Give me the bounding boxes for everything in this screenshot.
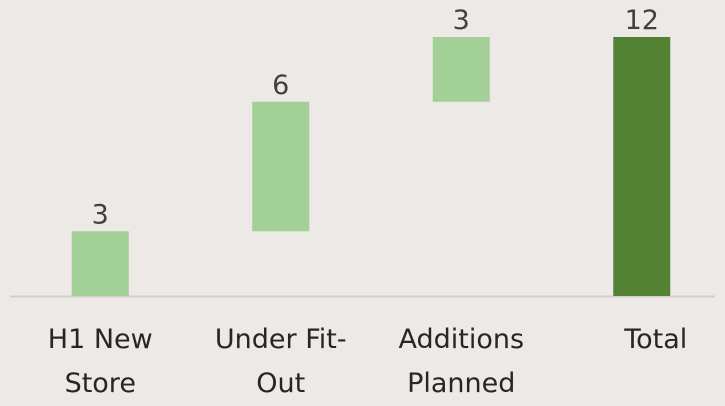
category-label: Additions Planned: [398, 324, 525, 399]
category-label: Under Fit-Out: [214, 324, 347, 399]
bar: [252, 101, 310, 232]
bar: [71, 231, 129, 296]
value-label: 3: [92, 199, 109, 230]
bar: [432, 37, 490, 102]
category-label: Total: [624, 324, 688, 355]
value-label: 3: [453, 5, 470, 36]
value-label: 6: [272, 70, 289, 101]
category-label: H1 New Store: [47, 324, 153, 399]
value-label: 12: [625, 5, 659, 36]
bar: [613, 37, 671, 296]
